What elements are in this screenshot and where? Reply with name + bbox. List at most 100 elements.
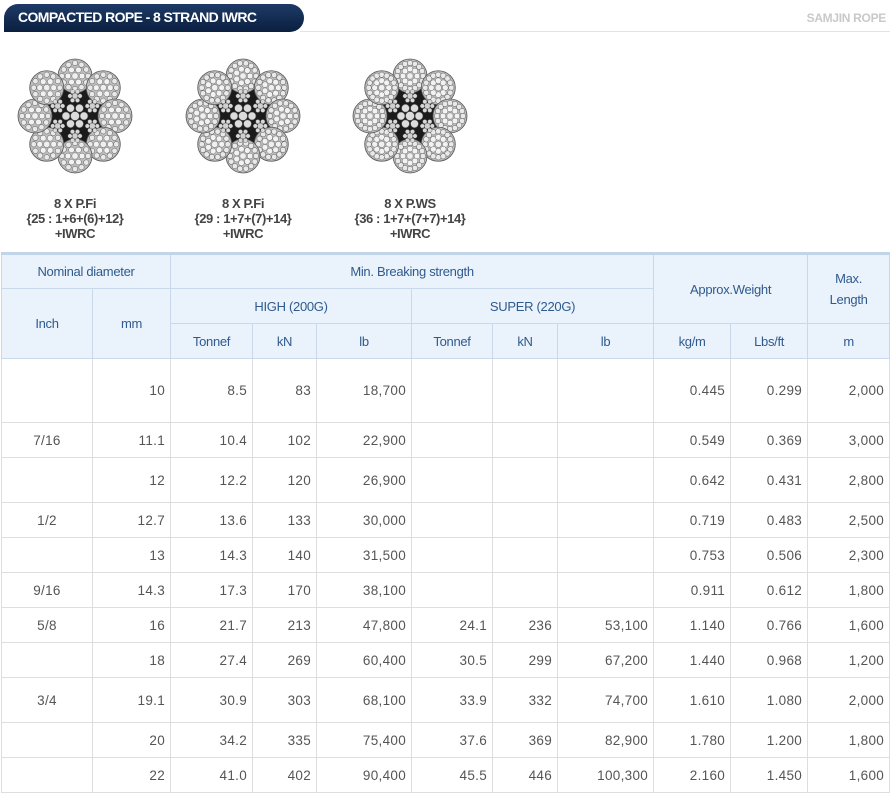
rope-construction: 8 X P.Fi (221, 196, 265, 211)
cell-high-tonnef: 14.3 (170, 537, 254, 573)
cell-super-lb (557, 457, 655, 503)
cell-high-lb: 90,400 (316, 757, 413, 793)
cell-high-kn: 303 (252, 677, 318, 723)
header-super-lb: lb (557, 323, 655, 359)
cell-kg-per-m: 0.445 (653, 358, 732, 423)
cell-super-tonnef (411, 572, 494, 608)
cell-high-kn: 102 (252, 422, 318, 458)
cell-super-tonnef: 45.5 (411, 757, 494, 793)
header-max-length: Max. Length (807, 252, 890, 324)
cell-super-lb: 100,300 (557, 757, 655, 793)
cell-lbs-per-ft: 0.369 (730, 422, 809, 458)
cell-length-m: 1,200 (807, 642, 890, 678)
table-row: 7/16 11.1 10.4 102 22,900 0.549 0.369 3,… (1, 422, 890, 458)
cell-inch: 7/16 (1, 422, 93, 458)
cell-super-kn (492, 537, 559, 573)
cell-super-kn: 446 (492, 757, 559, 793)
cell-kg-per-m: 0.753 (653, 537, 732, 573)
cell-super-tonnef (411, 537, 494, 573)
table-row: 9/16 14.3 17.3 170 38,100 0.911 0.612 1,… (1, 572, 890, 608)
cell-high-kn: 335 (252, 722, 318, 758)
table-row: 10 8.5 83 18,700 0.445 0.299 2,000 (1, 358, 890, 423)
cell-inch: 5/8 (1, 607, 93, 643)
cell-super-lb (557, 422, 655, 458)
rope-cross-section-icon (352, 58, 468, 174)
cell-kg-per-m: 0.911 (653, 572, 732, 608)
cell-high-kn: 83 (252, 358, 318, 423)
cell-high-lb: 22,900 (316, 422, 413, 458)
cell-high-kn: 133 (252, 502, 318, 538)
table-row: 22 41.0 402 90,400 45.5 446 100,300 2.16… (1, 757, 890, 793)
cell-inch: 9/16 (1, 572, 93, 608)
cell-kg-per-m: 1.780 (653, 722, 732, 758)
rope-formula: {36 : 1+7+(7+7)+14} (354, 211, 466, 226)
cell-super-lb (557, 502, 655, 538)
cell-inch (1, 537, 93, 573)
cell-super-lb: 82,900 (557, 722, 655, 758)
cell-super-lb: 74,700 (557, 677, 655, 723)
cell-inch (1, 757, 93, 793)
cell-mm: 14.3 (91, 572, 172, 608)
cell-lbs-per-ft: 0.506 (730, 537, 809, 573)
rope-construction: 8 X P.Fi (53, 196, 97, 211)
header-approx-weight: Approx.Weight (653, 252, 809, 324)
cell-high-lb: 31,500 (316, 537, 413, 573)
header-super-kn: kN (492, 323, 559, 359)
cell-kg-per-m: 0.719 (653, 502, 732, 538)
header-length-m: m (807, 323, 890, 359)
cell-super-kn: 236 (492, 607, 559, 643)
cell-super-kn (492, 572, 559, 608)
cell-inch: 1/2 (1, 502, 93, 538)
cell-length-m: 2,800 (807, 457, 890, 503)
cell-length-m: 2,000 (807, 358, 890, 423)
cell-high-tonnef: 10.4 (170, 422, 254, 458)
cell-mm: 19.1 (91, 677, 172, 723)
cell-high-lb: 47,800 (316, 607, 413, 643)
rope-item-1: 8 X P.Fi {25 : 1+6+(6)+12} +IWRC (0, 58, 150, 241)
header-high-tonnef: Tonnef (170, 323, 254, 359)
cell-length-m: 2,500 (807, 502, 890, 538)
cell-lbs-per-ft: 0.766 (730, 607, 809, 643)
cell-mm: 10 (91, 358, 172, 423)
table-row: 13 14.3 140 31,500 0.753 0.506 2,300 (1, 537, 890, 573)
cell-super-lb (557, 358, 655, 423)
cell-inch (1, 358, 93, 423)
cell-super-tonnef: 33.9 (411, 677, 494, 723)
cell-length-m: 1,600 (807, 607, 890, 643)
cell-mm: 20 (91, 722, 172, 758)
brand-label: SAMJIN ROPE (806, 11, 887, 25)
cell-high-tonnef: 41.0 (170, 757, 254, 793)
cell-length-m: 3,000 (807, 422, 890, 458)
cell-length-m: 2,300 (807, 537, 890, 573)
table-row: 18 27.4 269 60,400 30.5 299 67,200 1.440… (1, 642, 890, 678)
cell-high-tonnef: 12.2 (170, 457, 254, 503)
cell-super-kn: 332 (492, 677, 559, 723)
cell-length-m: 1,600 (807, 757, 890, 793)
cell-high-tonnef: 17.3 (170, 572, 254, 608)
cell-high-lb: 60,400 (316, 642, 413, 678)
cell-length-m: 2,000 (807, 677, 890, 723)
cell-lbs-per-ft: 0.483 (730, 502, 809, 538)
cell-high-kn: 402 (252, 757, 318, 793)
cell-inch: 3/4 (1, 677, 93, 723)
cell-inch (1, 457, 93, 503)
cell-super-kn (492, 457, 559, 503)
cell-high-kn: 170 (252, 572, 318, 608)
cell-mm: 12 (91, 457, 172, 503)
cell-high-lb: 75,400 (316, 722, 413, 758)
cell-lbs-per-ft: 0.299 (730, 358, 809, 423)
title-divider (300, 31, 890, 32)
rope-caption: 8 X P.Fi {29 : 1+7+(7)+14} +IWRC (168, 196, 318, 241)
spec-table: Nominal diameter Min. Breaking strength … (0, 252, 890, 793)
cell-inch (1, 722, 93, 758)
page-title: COMPACTED ROPE - 8 STRAND IWRC (4, 4, 304, 32)
cell-high-kn: 140 (252, 537, 318, 573)
cell-super-tonnef: 30.5 (411, 642, 494, 678)
cell-inch (1, 642, 93, 678)
cell-super-kn (492, 422, 559, 458)
cell-high-tonnef: 34.2 (170, 722, 254, 758)
cell-super-lb (557, 572, 655, 608)
header-min-breaking-strength: Min. Breaking strength (170, 252, 655, 289)
cell-mm: 18 (91, 642, 172, 678)
rope-cross-section-icon (185, 58, 301, 174)
